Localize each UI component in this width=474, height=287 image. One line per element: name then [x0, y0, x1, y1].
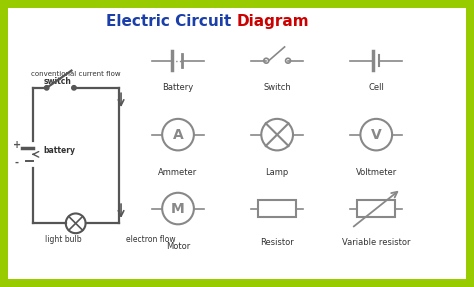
Circle shape: [45, 86, 49, 90]
Text: -: -: [15, 158, 19, 168]
Text: switch: switch: [44, 77, 72, 86]
Circle shape: [72, 86, 76, 90]
Text: conventional current flow: conventional current flow: [31, 71, 120, 77]
Text: Variable resistor: Variable resistor: [342, 238, 410, 247]
Text: Diagram: Diagram: [237, 14, 310, 29]
Text: Resistor: Resistor: [260, 238, 294, 247]
Text: Cell: Cell: [368, 83, 384, 92]
Text: light bulb: light bulb: [45, 234, 82, 244]
Text: A: A: [173, 128, 183, 141]
FancyBboxPatch shape: [258, 200, 296, 218]
Text: V: V: [371, 128, 382, 141]
FancyBboxPatch shape: [8, 8, 466, 279]
Text: Lamp: Lamp: [265, 168, 289, 177]
Text: electron flow: electron flow: [126, 234, 175, 244]
Text: Ammeter: Ammeter: [158, 168, 198, 177]
FancyBboxPatch shape: [357, 200, 395, 218]
Text: battery: battery: [44, 146, 76, 155]
Text: M: M: [171, 201, 185, 216]
Text: Motor: Motor: [166, 242, 190, 251]
Text: Electric Circuit: Electric Circuit: [107, 14, 237, 29]
Text: Voltmeter: Voltmeter: [356, 168, 397, 177]
Text: Battery: Battery: [163, 83, 194, 92]
Text: +: +: [13, 140, 21, 150]
Text: Switch: Switch: [263, 83, 291, 92]
